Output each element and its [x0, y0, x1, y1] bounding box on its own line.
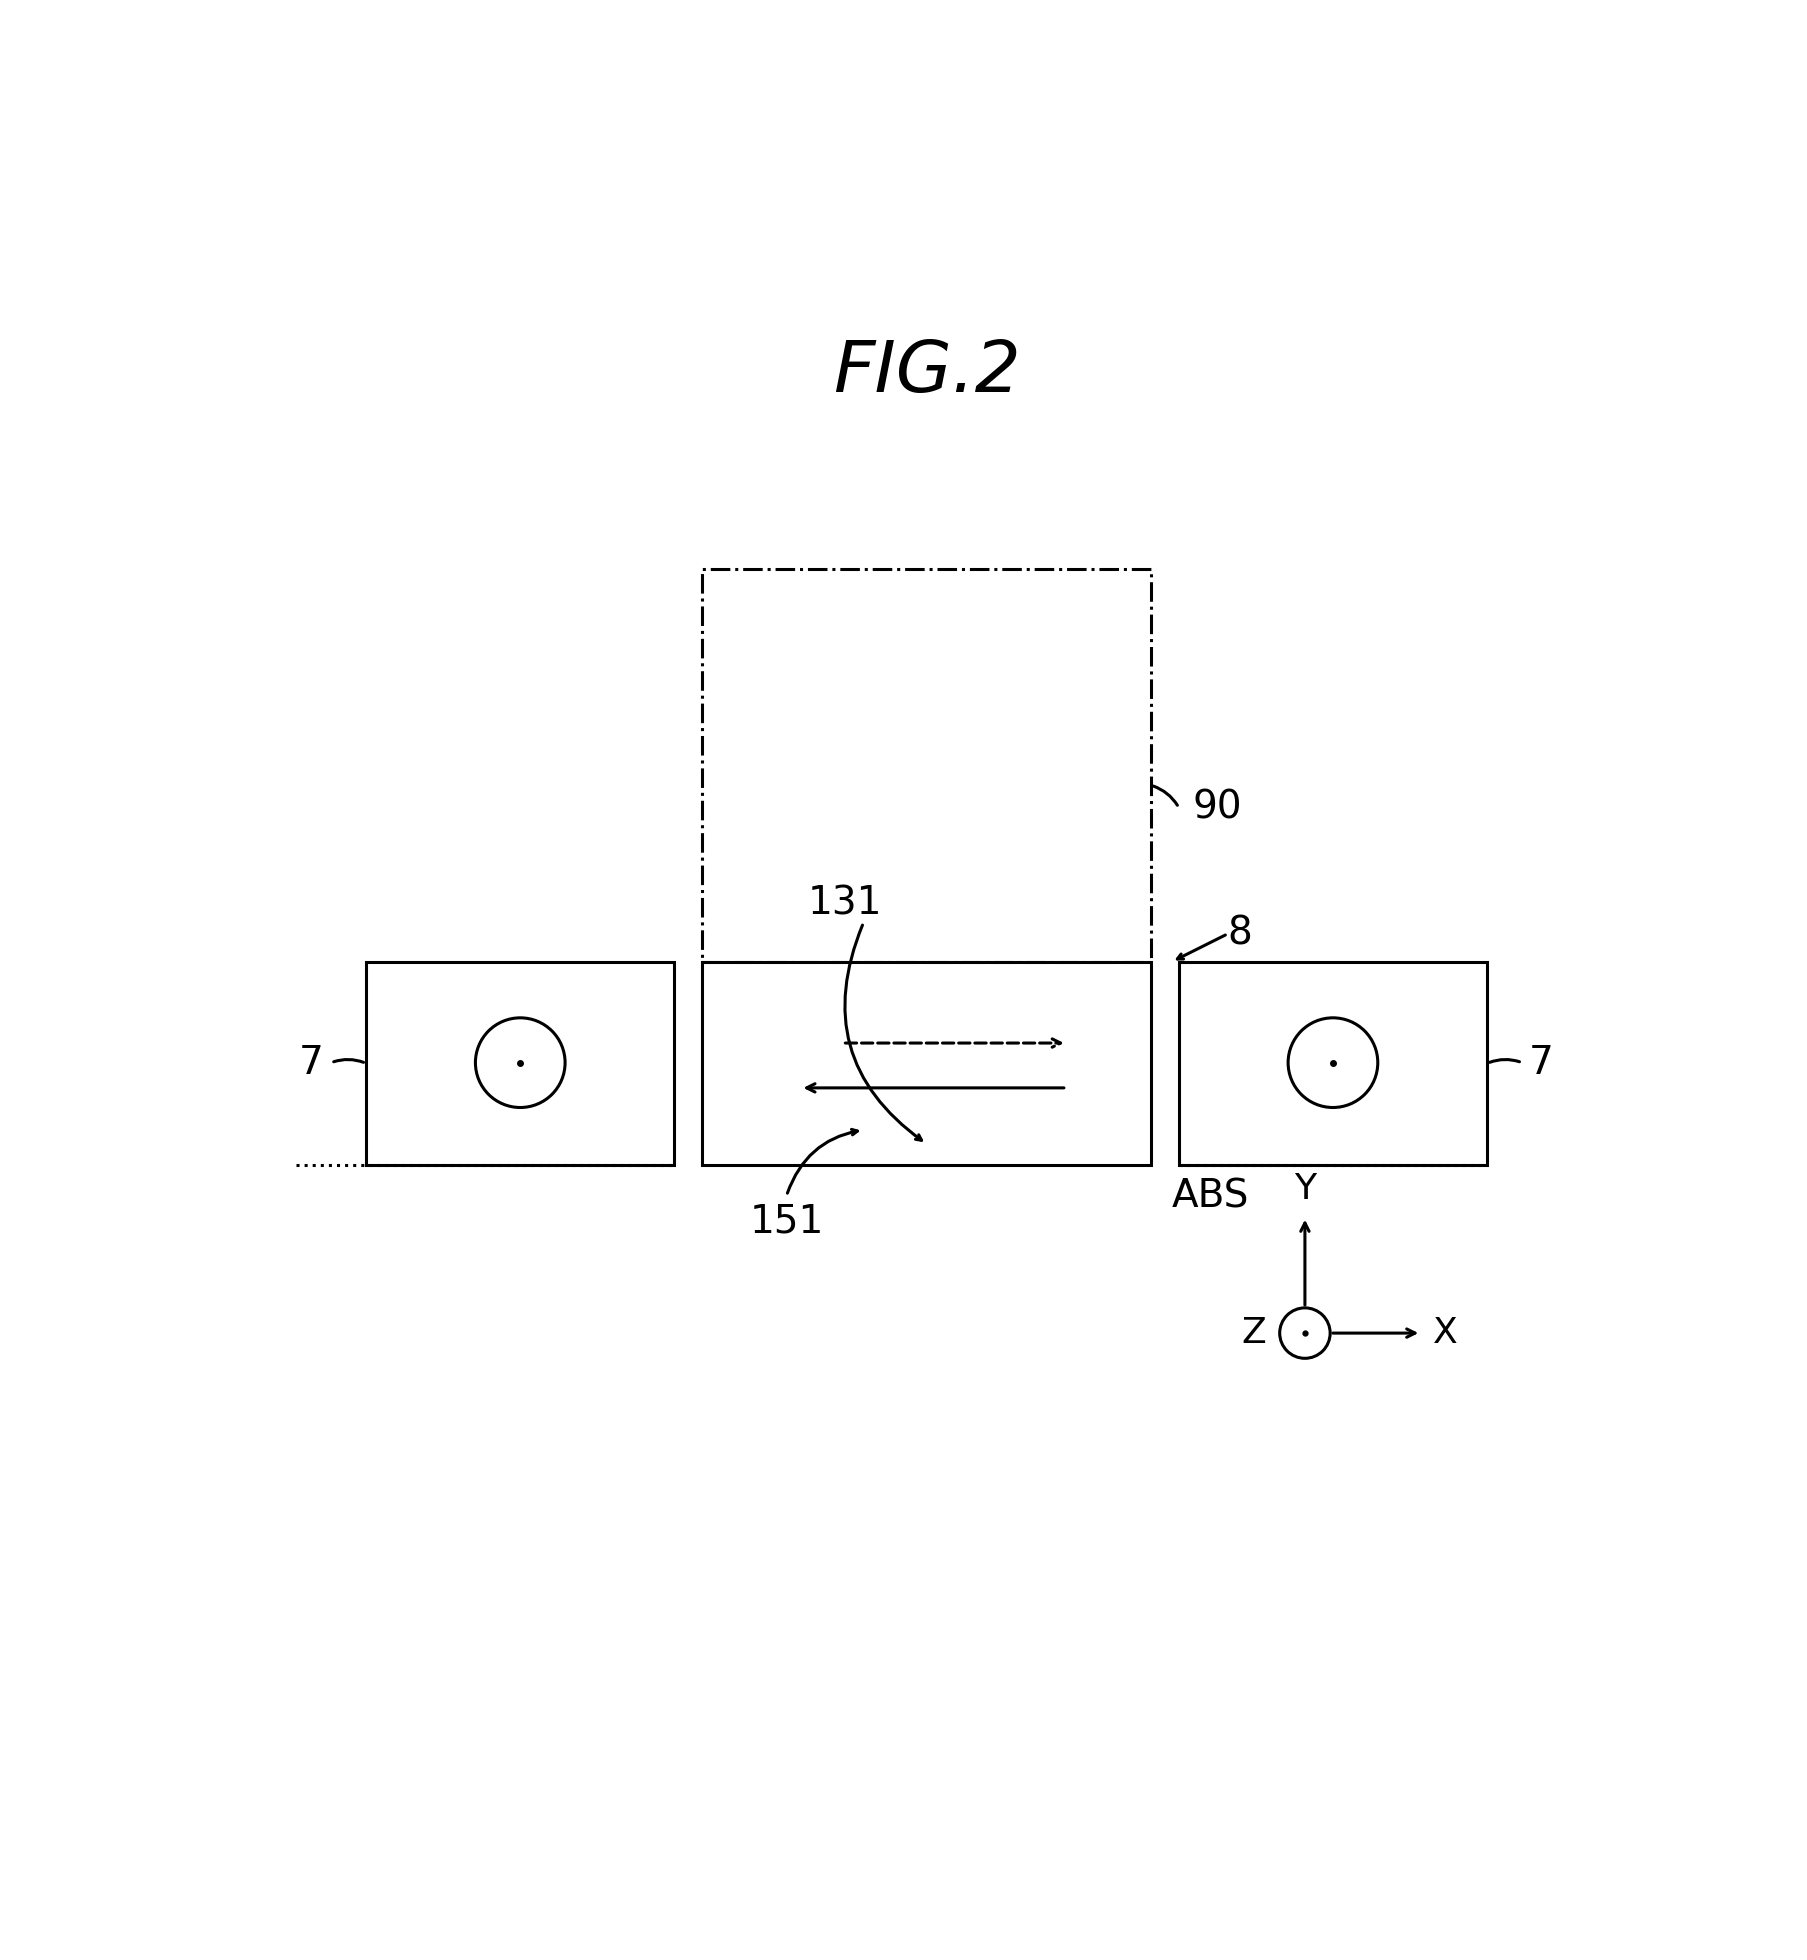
Text: Y: Y [1294, 1172, 1315, 1205]
Text: 151: 151 [748, 1203, 824, 1241]
Bar [365, 962, 674, 1164]
Text: Z: Z [1240, 1315, 1265, 1350]
Bar [1178, 962, 1485, 1164]
Bar [701, 570, 1151, 962]
Bar [701, 962, 1151, 1164]
Text: 7: 7 [1529, 1043, 1554, 1082]
Text: 131: 131 [808, 884, 882, 923]
Text: FIG.2: FIG.2 [833, 339, 1019, 408]
Text: 90: 90 [1193, 788, 1241, 827]
Text: 7: 7 [298, 1043, 323, 1082]
Text: ABS: ABS [1171, 1178, 1249, 1215]
Text: X: X [1431, 1315, 1456, 1350]
Text: 8: 8 [1227, 915, 1252, 953]
